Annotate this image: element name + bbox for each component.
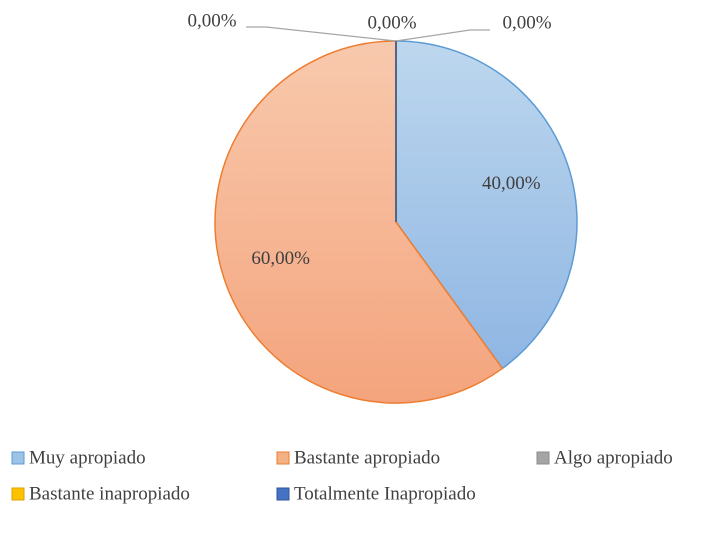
legend-swatch [11, 451, 25, 465]
legend-swatch [276, 451, 290, 465]
data-label: 0,00% [187, 10, 236, 31]
leader-line [246, 26, 397, 42]
data-label: 0,00% [502, 12, 551, 33]
pie-slice [395, 40, 578, 370]
legend-swatch [536, 451, 550, 465]
data-label: 60,00% [251, 248, 310, 269]
data-label: 0,00% [367, 12, 416, 33]
data-label: 40,00% [482, 173, 541, 194]
legend-label: Bastante inapropiado [29, 483, 190, 504]
legend-swatch [11, 487, 25, 501]
leader-line [395, 29, 490, 42]
legend-swatch [276, 487, 290, 501]
pie-slice [214, 40, 504, 404]
legend-label: Bastante apropiado [294, 447, 440, 468]
legend-label: Muy apropiado [29, 447, 146, 468]
legend-label: Totalmente Inapropiado [294, 483, 476, 504]
legend-label: Algo apropiado [554, 447, 673, 468]
